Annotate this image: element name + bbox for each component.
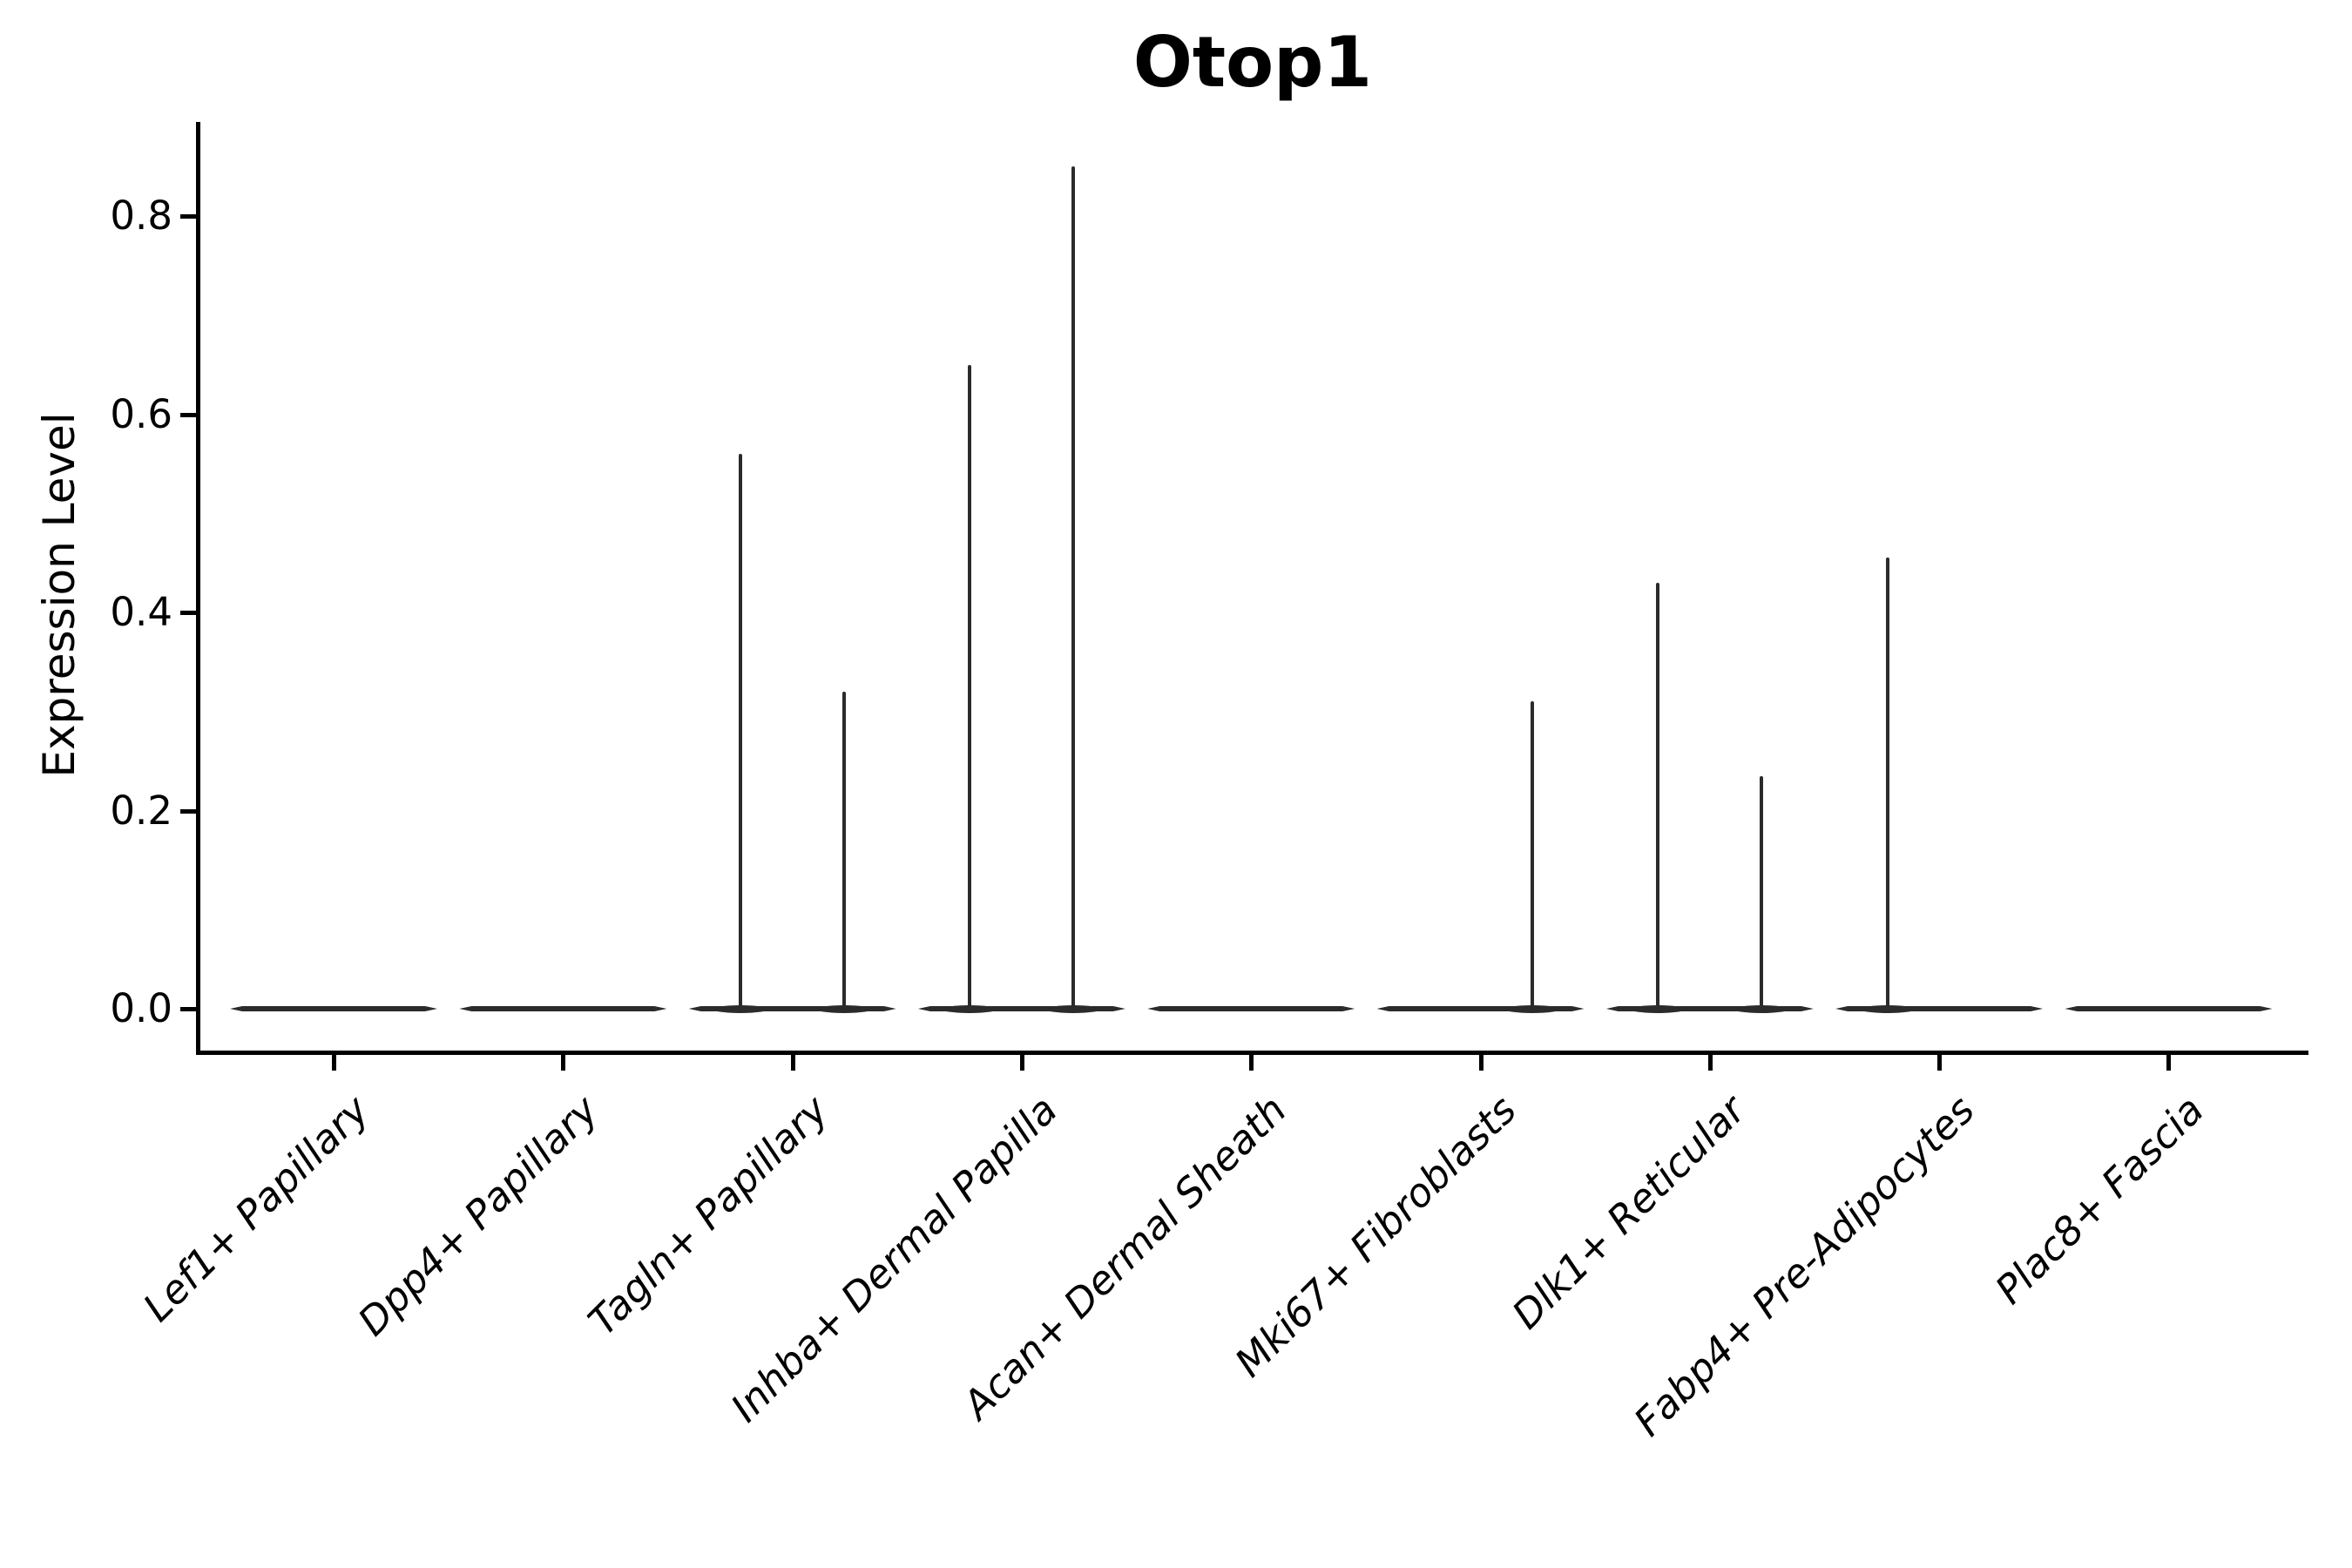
x-tick-mark bbox=[790, 1055, 795, 1071]
violin-baseline bbox=[688, 1006, 896, 1011]
y-tick-label: 0.2 bbox=[110, 787, 172, 834]
y-tick-mark bbox=[180, 214, 196, 219]
violin-baseline bbox=[917, 1006, 1125, 1011]
violin-baseline bbox=[1835, 1006, 2044, 1011]
violin-spike bbox=[1071, 166, 1076, 1010]
x-tick-mark bbox=[1249, 1055, 1254, 1071]
violin-baseline bbox=[1376, 1006, 1585, 1011]
x-tick-mark bbox=[561, 1055, 566, 1071]
violin-baseline bbox=[1605, 1006, 1814, 1011]
x-tick-label: Mki67+ Fibroblasts bbox=[1225, 1086, 1525, 1386]
violin-spike bbox=[1885, 558, 1889, 1010]
y-tick-label: 0.0 bbox=[110, 985, 172, 1031]
y-tick-mark bbox=[180, 1007, 196, 1011]
violin-baseline bbox=[230, 1006, 437, 1011]
x-tick-label: Inhba+ Dermal Papilla bbox=[721, 1086, 1066, 1431]
violin-spike bbox=[1760, 775, 1764, 1010]
y-tick-mark bbox=[180, 611, 196, 615]
x-tick-mark bbox=[1478, 1055, 1484, 1071]
y-tick-label: 0.4 bbox=[110, 589, 172, 635]
violin-spike bbox=[739, 454, 743, 1010]
chart-title: Otop1 bbox=[1132, 22, 1373, 103]
violin-baseline bbox=[459, 1006, 667, 1011]
x-tick-mark bbox=[1707, 1055, 1713, 1071]
violin-baseline bbox=[2065, 1006, 2273, 1011]
violin-baseline bbox=[1147, 1006, 1355, 1011]
violin-spike bbox=[1656, 582, 1660, 1010]
x-tick-label: Fabp4+ Pre-Adipocytes bbox=[1625, 1086, 1984, 1445]
violin-spike bbox=[1531, 701, 1534, 1010]
x-tick-label: Dpp4+ Papillary bbox=[348, 1086, 608, 1345]
x-tick-mark bbox=[2166, 1055, 2172, 1071]
x-tick-mark bbox=[1937, 1055, 1943, 1071]
y-tick-label: 0.6 bbox=[110, 390, 172, 437]
bottom-spine bbox=[196, 1051, 2308, 1055]
x-tick-label: Lef1+ Papillary bbox=[134, 1086, 378, 1331]
violin-spike bbox=[842, 692, 847, 1010]
y-tick-mark bbox=[180, 808, 196, 814]
x-tick-label: Tagln+ Papillary bbox=[578, 1086, 837, 1345]
y-tick-label: 0.8 bbox=[110, 193, 172, 239]
x-tick-label: Plac8+ Fascia bbox=[1986, 1086, 2213, 1314]
x-tick-mark bbox=[1019, 1055, 1024, 1071]
violin-spike bbox=[968, 364, 972, 1010]
left-spine bbox=[196, 122, 200, 1055]
y-tick-mark bbox=[180, 412, 196, 417]
x-tick-label: Acan+ Dermal Sheath bbox=[954, 1086, 1296, 1429]
x-tick-label: Dlk1+ Reticular bbox=[1503, 1086, 1754, 1338]
x-tick-mark bbox=[332, 1055, 336, 1071]
